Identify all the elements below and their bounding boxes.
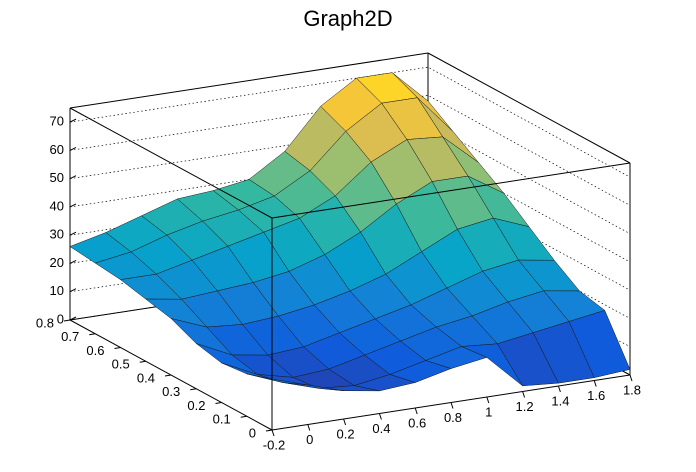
x-tick-label: 1.8 <box>623 382 641 397</box>
y-tick <box>190 388 197 391</box>
z-tick <box>69 203 77 208</box>
x-tick <box>629 374 633 382</box>
y-tick <box>63 319 71 322</box>
x-tick-label: 1.2 <box>516 399 534 414</box>
x-tick <box>271 429 275 437</box>
y-tick <box>139 360 146 363</box>
x-tick-label: 0 <box>306 432 313 447</box>
x-tick-label: -0.2 <box>263 437 285 452</box>
z-tick-label: 30 <box>50 227 64 242</box>
y-tick-label: 0.1 <box>213 412 231 427</box>
z-tick-label: 40 <box>50 198 64 213</box>
z-tick-label: 10 <box>50 283 64 298</box>
surface-cell <box>246 373 308 386</box>
y-tick-label: 0.3 <box>162 384 180 399</box>
x-tick-label: 0.6 <box>408 415 426 430</box>
x-tick <box>486 396 490 404</box>
y-tick <box>215 402 222 404</box>
x-tick <box>343 418 347 426</box>
y-tick <box>89 333 96 336</box>
z-tick-label: 0 <box>57 311 64 326</box>
z-tick-label: 60 <box>50 142 64 157</box>
grid-line <box>69 95 631 206</box>
z-tick-label: 70 <box>50 114 64 129</box>
y-tick <box>164 374 172 377</box>
x-tick <box>307 424 311 431</box>
x-tick-label: 0.8 <box>444 410 462 425</box>
z-tick <box>69 118 77 123</box>
x-tick <box>522 391 526 398</box>
z-tick <box>69 175 77 180</box>
z-tick <box>69 231 77 236</box>
y-tick-label: 0.6 <box>86 343 104 358</box>
x-tick <box>414 407 418 415</box>
z-tick <box>69 260 77 264</box>
box-edge <box>271 162 631 219</box>
y-tick-label: 0.5 <box>112 357 130 372</box>
z-tick <box>69 288 77 293</box>
box-edge <box>427 52 631 164</box>
y-tick <box>114 347 121 349</box>
x-tick <box>450 402 454 409</box>
y-tick-label: 0.4 <box>137 370 155 385</box>
z-tick-label: 20 <box>50 255 64 270</box>
x-tick-label: 1 <box>485 404 492 419</box>
x-tick-label: 0.2 <box>337 426 355 441</box>
y-tick-label: 0.8 <box>36 315 54 330</box>
y-tick-label: 0.2 <box>187 398 205 413</box>
box-edge <box>69 107 273 219</box>
x-tick <box>593 380 597 387</box>
box-edge <box>69 52 429 109</box>
chart-title: Graph2D <box>303 6 392 31</box>
y-tick <box>240 415 247 418</box>
x-tick <box>378 413 382 420</box>
x-tick-label: 1.4 <box>551 393 569 408</box>
grid-line <box>69 151 631 263</box>
x-tick-label: 0.4 <box>372 421 390 436</box>
x-tick-label: 1.6 <box>587 388 605 403</box>
y-tick-label: 0 <box>249 425 256 440</box>
grid-line <box>69 123 631 234</box>
z-tick-label: 50 <box>50 170 64 185</box>
x-tick <box>557 385 561 393</box>
y-tick <box>265 429 273 432</box>
y-tick-label: 0.7 <box>61 329 79 344</box>
grid-line <box>69 66 631 178</box>
z-tick <box>69 146 77 151</box>
